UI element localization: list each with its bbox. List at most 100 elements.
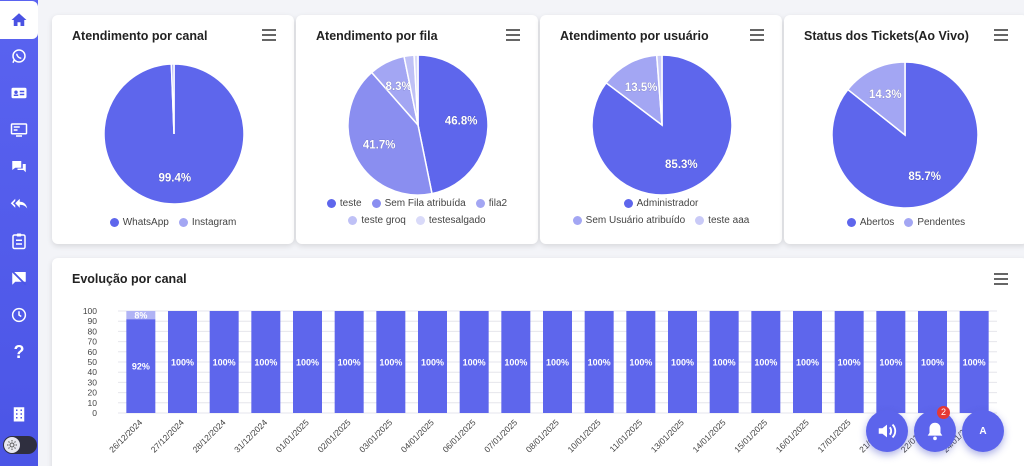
pie-slice-sem-fila-atribu-da[interactable] (347, 71, 433, 196)
bell-icon (927, 422, 943, 441)
legend-item-pendentes[interactable]: Pendentes (904, 217, 965, 228)
legend-label: teste aaa (708, 215, 750, 226)
nav-whatsapp[interactable] (0, 37, 38, 75)
legend-dot (904, 218, 914, 227)
nav-home[interactable] (0, 1, 38, 39)
bar-segment[interactable] (334, 311, 364, 413)
bar-segment[interactable] (793, 311, 822, 413)
x-tick-label: 27/12/2024 (149, 417, 186, 454)
bar-data-label: 100% (171, 358, 194, 368)
x-tick-label: 03/01/2025 (357, 417, 394, 454)
legend: Abertos Pendentes (784, 217, 1024, 234)
volume-icon (878, 423, 897, 439)
legend-label: teste (339, 198, 362, 209)
y-tick-label: 10 (88, 398, 98, 408)
legend-item-whatsapp[interactable]: WhatsApp (109, 217, 169, 228)
menu-icon[interactable] (262, 29, 276, 41)
bar-segment[interactable] (376, 311, 406, 413)
pie-slice-pendentes[interactable] (846, 61, 906, 137)
x-tick-label: 28/12/2024 (190, 417, 227, 454)
legend-item-teste[interactable]: teste (326, 198, 362, 209)
bar-segment[interactable] (209, 311, 239, 413)
bar-segment[interactable] (126, 319, 156, 413)
y-tick-label: 100 (83, 306, 97, 316)
pie-slice-instagram[interactable] (170, 63, 175, 135)
legend-item-instagram[interactable]: Instagram (178, 217, 237, 228)
nav-company[interactable] (0, 395, 38, 433)
bar-data-label: 100% (338, 358, 361, 368)
legend-dot (572, 216, 582, 225)
bar-segment[interactable] (501, 311, 531, 413)
pie-slice-teste[interactable] (417, 54, 489, 195)
contacts-card-icon (11, 87, 27, 99)
bar-segment[interactable] (834, 311, 864, 413)
bar-data-label: 8% (134, 311, 147, 321)
notifications-button[interactable]: 2 (914, 406, 956, 452)
theme-toggle[interactable] (3, 436, 37, 454)
legend-item-sem-fila[interactable]: Sem Fila atribuída (371, 198, 466, 209)
card-status-tickets: Status dos Tickets(Ao Vivo) 85.7% 14.3% A… (784, 15, 1024, 244)
nav-quick-replies[interactable] (0, 185, 38, 223)
nav-help[interactable]: ? (0, 333, 38, 371)
bar-data-label: 100% (463, 358, 486, 368)
bar-segment[interactable] (709, 311, 739, 413)
legend-item-testesalgado[interactable]: testesalgado (415, 215, 486, 226)
legend-item-teste-groq[interactable]: teste groq (348, 215, 406, 226)
nav-contacts[interactable] (0, 74, 38, 112)
bar-segment[interactable] (959, 311, 989, 413)
bar-segment[interactable] (876, 311, 906, 413)
pie-label: 99.4% (159, 172, 192, 184)
menu-icon[interactable] (506, 29, 520, 41)
bar-segment[interactable] (418, 311, 447, 413)
x-tick-label: 10/01/2025 (565, 417, 602, 454)
bar-segment[interactable] (293, 311, 322, 413)
legend-item-sem-usuario[interactable]: Sem Usuário atribuído (572, 215, 686, 226)
nav-closed-tickets[interactable] (0, 259, 38, 297)
bar-data-label: 100% (504, 358, 527, 368)
menu-icon[interactable] (750, 29, 764, 41)
bar-segment[interactable] (459, 311, 489, 413)
y-tick-label: 80 (88, 326, 98, 336)
x-tick-label: 31/12/2024 (232, 417, 269, 454)
bar-segment[interactable] (626, 311, 656, 413)
bar-segment[interactable] (584, 311, 614, 413)
notification-badge: 2 (936, 406, 950, 419)
bar-segment[interactable] (543, 311, 572, 413)
pie-slice-sem-usu-rio-atribu-do[interactable] (605, 54, 663, 127)
nav-chats[interactable] (0, 148, 38, 186)
y-tick-label: 0 (92, 408, 97, 418)
bar-segment[interactable] (168, 311, 197, 413)
pie-slice-testesalgado[interactable] (413, 54, 419, 126)
legend-item-teste-aaa[interactable]: teste aaa (695, 215, 749, 226)
bar-data-label: 92% (132, 362, 150, 372)
pie-slice-teste-aaa[interactable] (655, 54, 663, 126)
bar-data-label: 100% (546, 358, 569, 368)
avatar-letter: A (979, 425, 987, 437)
y-tick-label: 60 (88, 347, 98, 357)
legend-dot (178, 218, 188, 227)
pie-slice-abertos[interactable] (831, 61, 979, 209)
menu-icon[interactable] (994, 29, 1008, 41)
bar-segment[interactable] (251, 311, 281, 413)
bar-data-label: 100% (963, 358, 986, 368)
bar-segment[interactable] (918, 311, 947, 413)
bar-segment[interactable] (751, 311, 781, 413)
sound-button[interactable] (866, 410, 908, 452)
nav-tasks[interactable] (0, 222, 38, 260)
legend-label: Sem Usuário atribuído (585, 215, 686, 226)
legend-label: Pendentes (917, 217, 966, 228)
y-tick-label: 30 (88, 377, 98, 387)
nav-dashboard[interactable] (0, 111, 38, 149)
bar-data-label: 100% (296, 358, 319, 368)
legend-item-abertos[interactable]: Abertos (846, 217, 894, 228)
legend-item-administrador[interactable]: Administrador (623, 198, 698, 209)
sun-icon (4, 437, 20, 453)
nav-schedules[interactable] (0, 296, 38, 334)
menu-icon[interactable] (994, 273, 1008, 285)
bar-segment[interactable] (126, 311, 156, 320)
legend-label: Instagram (191, 217, 237, 228)
legend: WhatsApp Instagram (52, 217, 294, 234)
bar-segment[interactable] (668, 311, 697, 413)
user-avatar-button[interactable]: A (962, 410, 1004, 452)
legend-item-fila2[interactable]: fila2 (475, 198, 507, 209)
